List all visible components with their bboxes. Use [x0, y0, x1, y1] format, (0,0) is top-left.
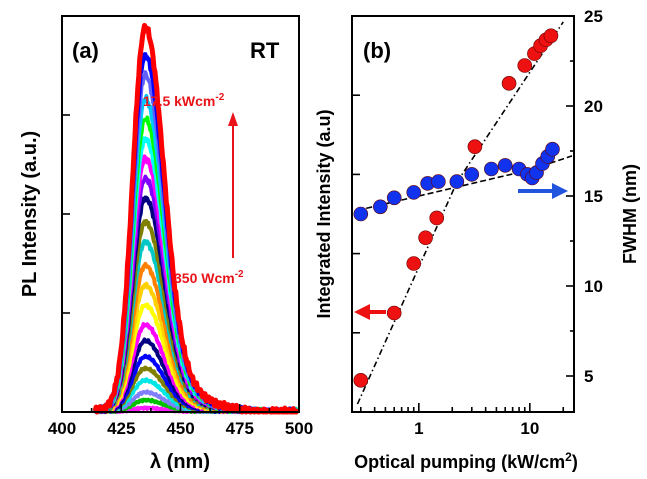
intensity-point	[467, 139, 483, 154]
fwhm-point	[545, 141, 560, 157]
intensity-point	[406, 256, 422, 271]
panel-b-ylabel-right: FWHM (nm)	[620, 164, 640, 264]
intensity-point	[429, 210, 445, 226]
left-axis-arrow-head	[354, 304, 370, 320]
intensity-point	[353, 373, 369, 388]
fwhm-point	[386, 190, 402, 206]
intensity-point	[501, 76, 517, 91]
y-right-tick-label: 15	[584, 187, 603, 206]
annotation-low: 350 Wcm-2	[174, 269, 244, 286]
panel-b-tick-labels: 1 10 5 10 15 20 25	[414, 7, 603, 438]
a-spectra	[92, 22, 300, 415]
annotation-high: 17.5 kWcm-2	[143, 92, 225, 109]
annotation-high-text: 17.5 kWcm	[143, 93, 215, 109]
annotation-arrow-head	[228, 112, 238, 126]
panel-a-xlabel: λ (nm)	[150, 451, 210, 473]
panel-b-xlabel: Optical pumping (kW/cm2)	[354, 450, 578, 472]
x-tick-label: 475	[226, 419, 254, 438]
panel-b-xlabel-close: )	[572, 452, 578, 472]
x-tick-label: 500	[285, 419, 313, 438]
fwhm-point	[353, 206, 369, 222]
intensity-point	[386, 305, 402, 321]
fwhm-point	[373, 199, 388, 215]
panel-b-xlabel-text: Optical pumping (kW/cm	[354, 452, 565, 472]
panel-a-ticks	[61, 114, 300, 412]
x-tick-label: 10	[520, 419, 539, 438]
panel-a-label: (a)	[72, 38, 99, 63]
fwhm-point	[484, 161, 499, 177]
y-right-tick-label: 10	[584, 277, 603, 296]
fwhm-point	[449, 174, 465, 189]
right-axis-arrow-head	[552, 183, 568, 199]
x-tick-label: 1	[414, 419, 423, 438]
fwhm-point	[406, 185, 422, 200]
panel-a-tick-labels: 400 425 450 475 500	[48, 419, 313, 438]
y-right-tick-label: 5	[584, 367, 593, 386]
panel-a-ylabel: PL Intensity (a.u.)	[19, 131, 41, 297]
panel-b-xlabel-sup: 2	[565, 450, 572, 464]
panel-b-ticks	[352, 15, 574, 412]
y-right-tick-label: 25	[584, 7, 603, 26]
integrated-intensity-fit	[356, 21, 564, 405]
intensity-point	[517, 58, 533, 73]
x-tick-label: 425	[107, 419, 135, 438]
fwhm-point	[431, 174, 446, 189]
annotation-low-text: 350 Wcm	[174, 270, 235, 286]
y-right-tick-label: 20	[584, 97, 603, 116]
panel-b-fit-lines	[356, 21, 573, 405]
fwhm-point	[497, 158, 513, 173]
spectrum-curve	[92, 22, 300, 415]
intensity-point	[543, 28, 559, 44]
panel-b: 1 10 5 10 15 20 25 (b) Integrated Intensity (a…	[314, 7, 640, 472]
panel-b-label: (b)	[363, 38, 391, 63]
panel-a: 400 425 450 475 500 (a) RT 17.5 kWcm-2 350 W…	[19, 15, 313, 473]
panel-a-rt-label: RT	[250, 38, 280, 63]
x-tick-label: 400	[48, 419, 76, 438]
fwhm-point	[464, 167, 480, 182]
annotation-low-sup: -2	[235, 269, 244, 280]
panel-b-ylabel-left: Integrated Intensity (a.u)	[314, 109, 334, 318]
x-tick-label: 450	[166, 419, 194, 438]
panel-b-frame	[351, 15, 575, 413]
panel-b-points	[353, 28, 560, 388]
intensity-point	[418, 230, 433, 246]
annotation-high-sup: -2	[215, 92, 224, 103]
